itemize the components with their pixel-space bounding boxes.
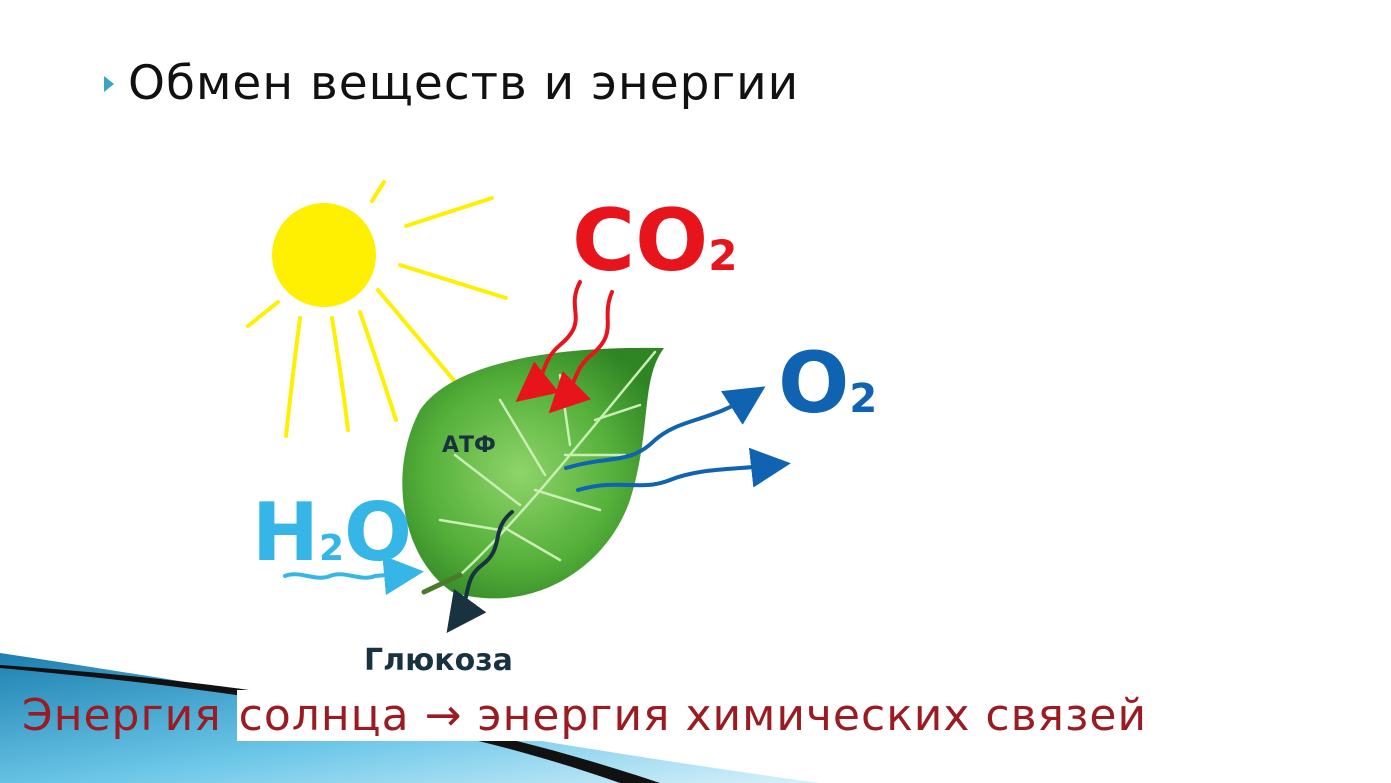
caption: Энергия солнца → энергия химических связ… — [22, 690, 1150, 741]
caption-part1: Энергия — [22, 690, 222, 741]
caption-part2: солнца → энергия химических связей — [236, 690, 1150, 741]
co2-label: CO2 — [572, 191, 737, 291]
bullet-icon — [104, 75, 114, 92]
bottom-decoration — [0, 653, 820, 783]
slide-title: Обмен веществ и энергии — [104, 56, 799, 111]
title-text: Обмен веществ и энергии — [128, 56, 800, 111]
glucose-label: Глюкоза — [364, 643, 513, 678]
atp-label: АТФ — [442, 433, 496, 458]
sun-icon — [246, 180, 508, 438]
glucose-arrow — [446, 510, 514, 633]
h2o-label: H2O — [252, 486, 412, 579]
leaf-icon — [402, 347, 664, 599]
h2o-arrow — [283, 555, 424, 596]
o2-label: O2 — [778, 334, 877, 432]
